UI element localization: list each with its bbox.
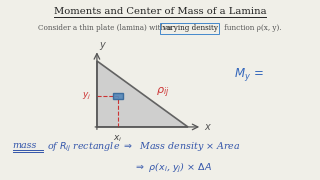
Text: $\rho_{ij}$: $\rho_{ij}$ bbox=[156, 86, 170, 100]
Text: $y_j$: $y_j$ bbox=[82, 91, 92, 102]
Text: mass: mass bbox=[13, 141, 37, 150]
Text: $\Rightarrow$ $\rho$($x_i$, $y_j$) $\times$ $\Delta A$: $\Rightarrow$ $\rho$($x_i$, $y_j$) $\tim… bbox=[134, 161, 212, 175]
Text: Moments and Center of Mass of a Lamina: Moments and Center of Mass of a Lamina bbox=[54, 7, 266, 16]
Text: varying density: varying density bbox=[162, 24, 218, 32]
Text: function ρ(x, y).: function ρ(x, y). bbox=[222, 24, 281, 32]
Polygon shape bbox=[97, 61, 188, 127]
Bar bbox=[113, 93, 123, 99]
Text: $x_i$: $x_i$ bbox=[113, 134, 123, 144]
Text: of $R_{ij}$ rectangle $\Rightarrow$  Mass density $\times$ Area: of $R_{ij}$ rectangle $\Rightarrow$ Mass… bbox=[47, 141, 241, 154]
Text: x: x bbox=[204, 122, 210, 132]
Text: $M_y$ =: $M_y$ = bbox=[234, 66, 263, 83]
Text: y: y bbox=[100, 40, 105, 50]
Text: Consider a thin plate (lamina) with a: Consider a thin plate (lamina) with a bbox=[38, 24, 174, 32]
